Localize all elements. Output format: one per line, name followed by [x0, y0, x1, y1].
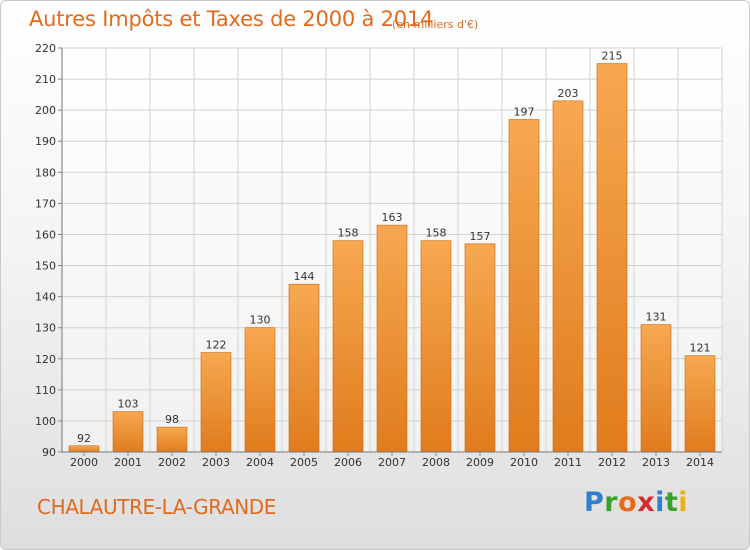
- commune-name: CHALAUTRE-LA-GRANDE: [37, 495, 277, 519]
- axes: 90 100 110 120 130 140 150 160 170 180 190 200 210 22…: [35, 42, 722, 469]
- logo-letter: P: [584, 487, 605, 518]
- bar-2004: [244, 327, 276, 453]
- y-tick-label: 160: [35, 228, 56, 241]
- bar-2013: [640, 324, 672, 453]
- bar-2006: [332, 240, 364, 453]
- chart-title: Autres Impôts et Taxes de 2000 à 2014: [29, 7, 434, 31]
- x-tick-label: 2014: [686, 456, 714, 469]
- data-label: 131: [646, 311, 667, 324]
- x-tick-label: 2004: [246, 456, 274, 469]
- y-tick-label: 100: [35, 415, 56, 428]
- x-tick-label: 2009: [466, 456, 494, 469]
- data-label: 197: [514, 105, 535, 118]
- data-label: 158: [338, 227, 359, 240]
- bar-2002: [156, 426, 188, 453]
- logo-letter: t: [664, 487, 679, 518]
- y-tick-label: 140: [35, 291, 56, 304]
- bar-2005: [288, 283, 320, 453]
- bar-2000: [68, 445, 100, 453]
- y-tick-label: 130: [35, 322, 56, 335]
- y-tick-label: 200: [35, 104, 56, 117]
- data-label: 163: [382, 211, 403, 224]
- data-label: 98: [165, 413, 179, 426]
- logo-letter: i: [678, 487, 689, 518]
- y-tick-label: 150: [35, 260, 56, 273]
- y-tick-label: 120: [35, 353, 56, 366]
- bar-2007: [376, 224, 408, 453]
- bar-2008: [420, 240, 452, 453]
- x-tick-label: 2003: [202, 456, 230, 469]
- data-label: 144: [294, 270, 315, 283]
- chart-subtitle: (en milliers d'€): [392, 18, 479, 31]
- data-label: 157: [470, 230, 491, 243]
- bars: [68, 63, 716, 453]
- bar-2010: [508, 119, 540, 453]
- x-tick-label: 2006: [334, 456, 362, 469]
- bar-2009: [464, 243, 496, 453]
- data-label: 130: [250, 314, 271, 327]
- bar-2003: [200, 352, 232, 453]
- y-tick-label: 210: [35, 73, 56, 86]
- x-tick-label: 2005: [290, 456, 318, 469]
- data-label: 103: [118, 398, 139, 411]
- logo-letter: r: [604, 487, 619, 518]
- logo-letter: i: [655, 487, 665, 518]
- y-tick-label: 90: [42, 446, 56, 459]
- logo-letter: x: [637, 487, 656, 518]
- data-labels: 92 103 98 122 130 144 158 163 158 157 197 203 215 131…: [77, 50, 711, 445]
- y-tick-label: 190: [35, 135, 56, 148]
- bar-2001: [112, 411, 144, 453]
- data-label: 121: [690, 342, 711, 355]
- proxiti-logo[interactable]: Proxiti: [584, 487, 688, 518]
- x-tick-label: 2011: [554, 456, 582, 469]
- bar-2012: [596, 63, 628, 453]
- bar-2014: [684, 355, 716, 453]
- x-tick-label: 2010: [510, 456, 538, 469]
- x-tick-label: 2008: [422, 456, 450, 469]
- y-tick-label: 110: [35, 384, 56, 397]
- data-label: 158: [426, 227, 447, 240]
- x-tick-label: 2001: [114, 456, 142, 469]
- data-label: 215: [602, 50, 623, 63]
- logo-letter: o: [618, 487, 638, 518]
- data-label: 203: [558, 87, 579, 100]
- y-tick-label: 220: [35, 42, 56, 55]
- x-tick-label: 2013: [642, 456, 670, 469]
- y-tick-label: 180: [35, 166, 56, 179]
- bar-2011: [552, 100, 584, 453]
- x-tick-label: 2007: [378, 456, 406, 469]
- data-label: 122: [206, 339, 227, 352]
- x-tick-label: 2002: [158, 456, 186, 469]
- y-tick-label: 170: [35, 197, 56, 210]
- x-tick-label: 2012: [598, 456, 626, 469]
- data-label: 92: [77, 432, 91, 445]
- x-tick-label: 2000: [70, 456, 98, 469]
